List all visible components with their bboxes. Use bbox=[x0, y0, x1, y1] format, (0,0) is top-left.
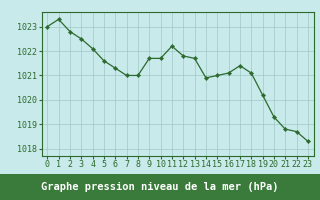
Text: Graphe pression niveau de la mer (hPa): Graphe pression niveau de la mer (hPa) bbox=[41, 182, 279, 192]
